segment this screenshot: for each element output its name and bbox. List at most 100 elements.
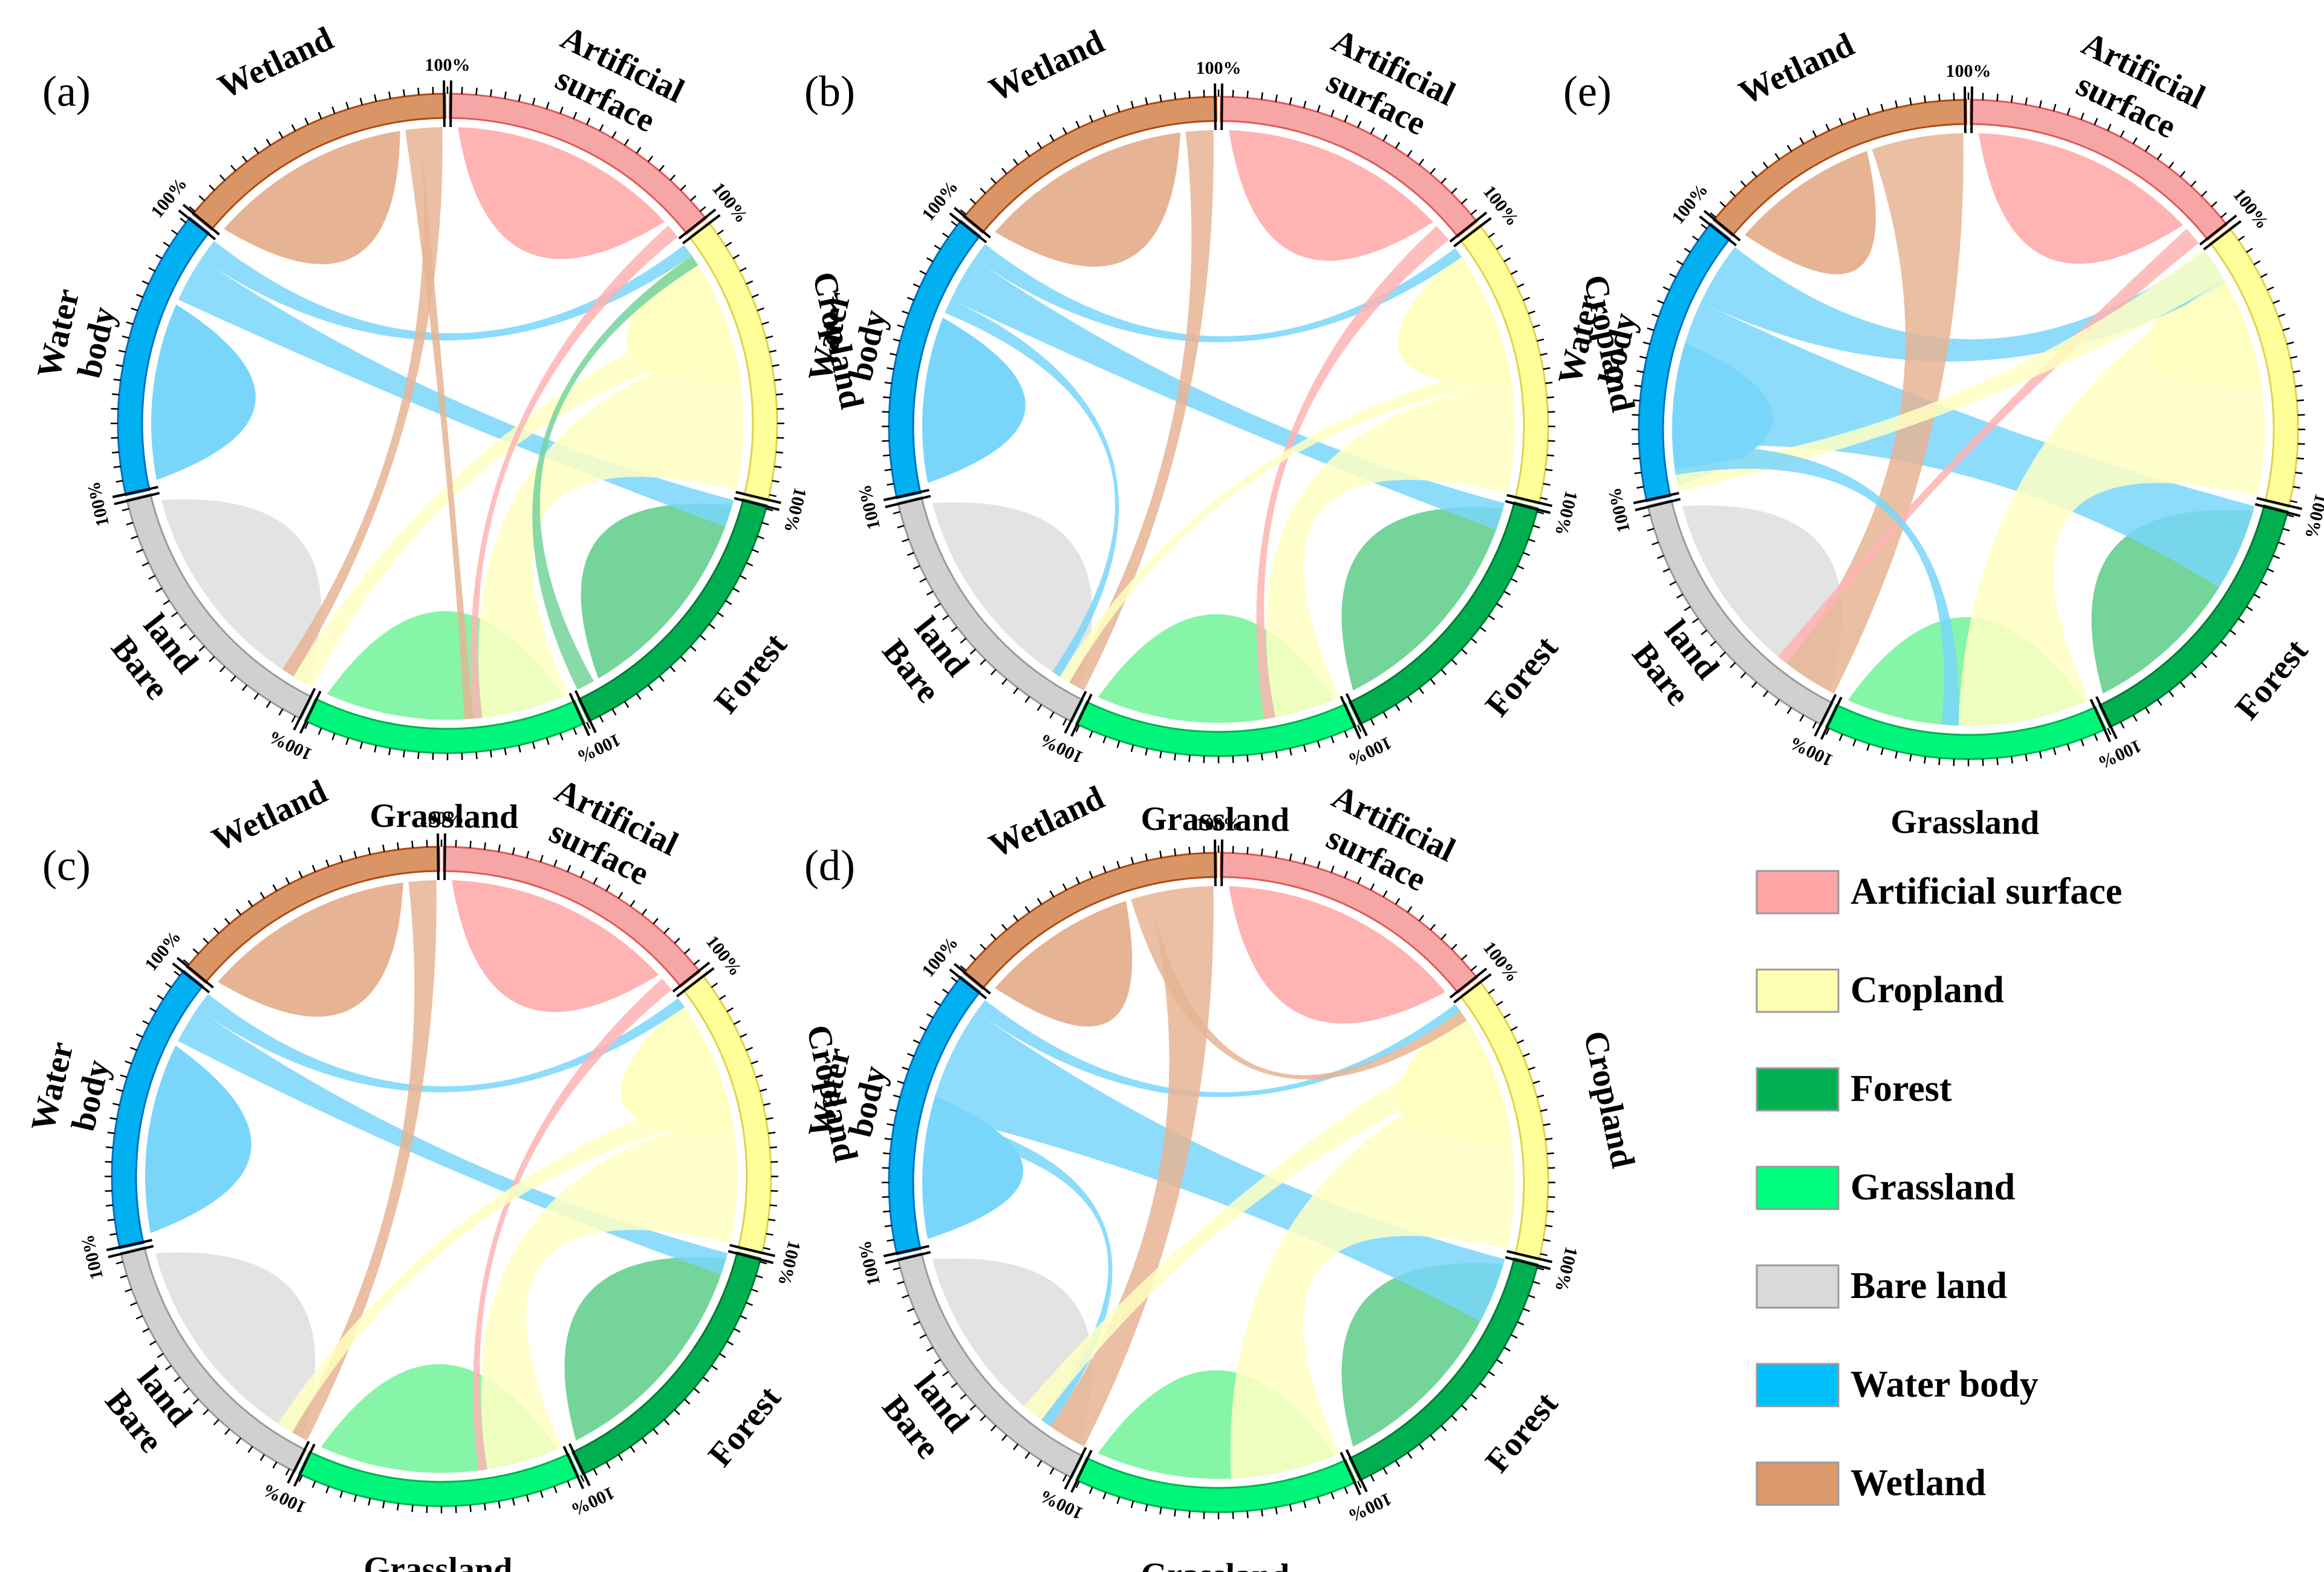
ring-tick — [180, 623, 187, 630]
ring-tick — [1996, 757, 1999, 765]
ring-tick — [1510, 1334, 1518, 1339]
ring-tick — [882, 440, 890, 442]
ring-tick — [174, 970, 181, 977]
ring-tick — [1370, 883, 1375, 891]
ring-tick — [291, 124, 296, 132]
ring-tick — [353, 850, 357, 858]
ring-tick — [1317, 105, 1321, 113]
legend-label: Bare land — [1850, 1265, 2007, 1306]
chord-self-artificial — [1229, 886, 1446, 1024]
ring-tick — [235, 1437, 242, 1444]
segment-label-grassland: Grassland — [363, 1550, 512, 1572]
ring-tick — [1532, 1280, 1540, 1285]
ring-tick — [504, 748, 507, 755]
ring-tick — [1418, 687, 1425, 694]
ring-tick — [122, 507, 129, 512]
ring-tick — [2238, 618, 2245, 624]
ring-tick — [1062, 883, 1067, 891]
ring-tick — [532, 742, 536, 749]
ring-tick — [1330, 109, 1335, 117]
legend-swatch — [1756, 1264, 1840, 1309]
ring-tick — [259, 1453, 265, 1461]
ring-tick — [1188, 847, 1191, 855]
ring-tick — [772, 480, 780, 483]
ring-tick — [1451, 659, 1457, 665]
segment-boundary — [1214, 840, 1217, 887]
chord-self-water — [145, 1045, 252, 1233]
ring-tick — [2039, 751, 2042, 759]
ring-tick — [1203, 90, 1205, 97]
ring-tick — [1953, 758, 1955, 766]
ring-tick — [135, 1315, 143, 1320]
panel-label: (d) — [804, 841, 855, 890]
ring-tick — [1460, 1404, 1468, 1411]
percent-label: 100% — [1196, 58, 1242, 78]
ring-tick — [768, 1132, 776, 1135]
ring-tick — [1636, 486, 1644, 489]
ring-tick — [504, 91, 507, 99]
segment-boundary — [1345, 693, 1368, 737]
ring-tick — [1116, 740, 1121, 748]
chord-self-forest — [581, 503, 733, 679]
ring-tick — [105, 1190, 112, 1192]
ring-tick — [717, 612, 724, 618]
ring-tick — [766, 507, 773, 512]
ring-tick — [157, 994, 164, 1000]
ring-tick — [1652, 541, 1659, 546]
ring-tick — [1062, 127, 1067, 135]
ring-tick — [1496, 1000, 1503, 1006]
legend-label: Water body — [1850, 1364, 2039, 1405]
ring-tick — [1634, 471, 1642, 474]
segment-boundary — [1820, 696, 1843, 740]
ring-tick — [761, 321, 769, 325]
ring-tick — [1488, 1371, 1495, 1377]
ring-tick — [1260, 92, 1263, 100]
ring-tick — [131, 307, 138, 311]
ring-tick — [518, 94, 521, 102]
segment-boundary — [1345, 1449, 1368, 1493]
ring-tick — [2253, 593, 2261, 599]
ring-tick — [1289, 853, 1292, 861]
segment-boundary — [568, 1443, 591, 1487]
legend: Artificial surface Cropland Forest Grasslan… — [1756, 870, 2122, 1506]
ring-tick — [1523, 1308, 1531, 1313]
ring-tick — [926, 1346, 934, 1352]
ring-tick — [1924, 756, 1927, 764]
chord-flow-water-to-forest — [930, 1012, 1505, 1322]
ring-tick — [122, 335, 129, 339]
ring-tick — [1662, 286, 1670, 291]
ring-tick — [230, 675, 236, 682]
ring-tick — [180, 217, 187, 224]
segment-label-wetland: Wetland — [212, 20, 339, 106]
ring-tick — [247, 900, 253, 907]
ring-tick — [1730, 662, 1736, 668]
ring-tick — [219, 665, 226, 673]
ring-tick — [942, 988, 949, 994]
percent-label: 100% — [854, 483, 884, 532]
segment-boundary — [727, 1250, 774, 1264]
ring-tick — [897, 1080, 905, 1084]
ring-tick — [1089, 731, 1093, 739]
ring-tick — [902, 538, 910, 543]
ring-tick — [1188, 754, 1191, 762]
ring-tick — [1260, 848, 1263, 856]
ring-tick — [750, 1060, 758, 1065]
ring-tick — [241, 155, 248, 163]
ring-tick — [1812, 130, 1817, 138]
chord-panel-b: (b) 100%100%100%100%100%100%100%Artificia… — [801, 22, 1642, 839]
ring-tick — [2220, 212, 2227, 218]
ring-tick — [1479, 1382, 1486, 1389]
ring-tick — [1528, 538, 1535, 543]
ring-tick — [1130, 1501, 1134, 1508]
segment-boundary — [2199, 214, 2238, 246]
ring-tick — [539, 855, 544, 863]
ring-tick — [893, 338, 900, 342]
segment-boundary — [883, 489, 929, 501]
ring-tick — [1116, 861, 1121, 869]
ring-tick — [1357, 725, 1362, 732]
ring-tick — [605, 1461, 611, 1469]
ring-tick — [2229, 629, 2236, 636]
ring-tick — [1430, 168, 1436, 175]
ring-tick — [116, 1261, 123, 1265]
ring-tick — [1049, 1467, 1055, 1475]
